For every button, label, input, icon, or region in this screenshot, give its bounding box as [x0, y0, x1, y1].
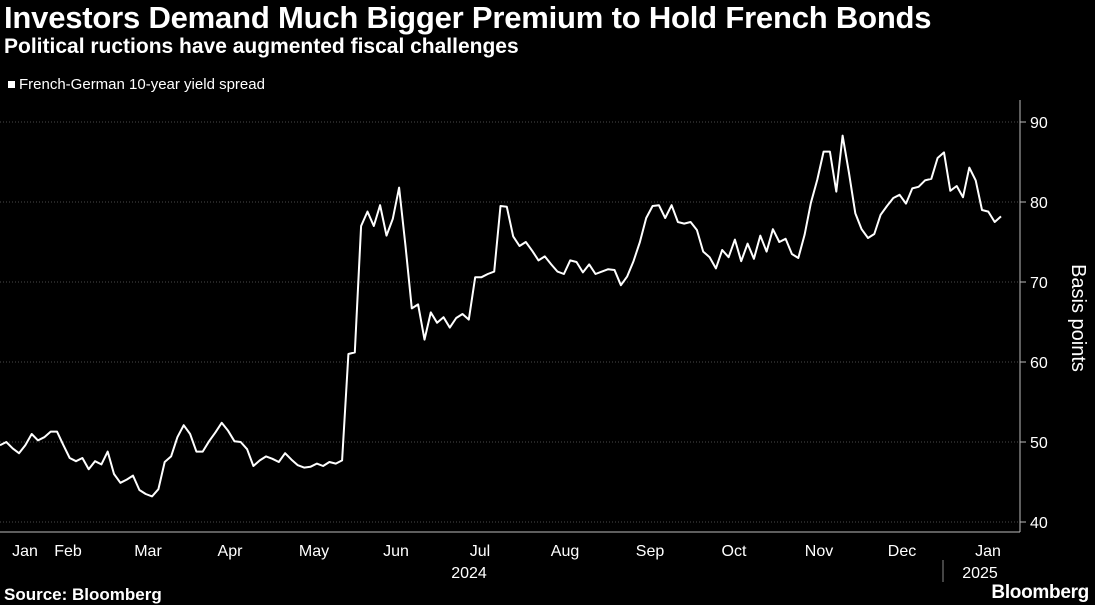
- y-tick-label-90: 90: [1030, 115, 1048, 132]
- x-tick-label-may-4: May: [299, 543, 329, 560]
- year-label-2024: 2024: [451, 565, 487, 582]
- x-tick-label-feb-1: Feb: [54, 543, 82, 560]
- y-tick-label-80: 80: [1030, 195, 1048, 212]
- year-label-2025: 2025: [962, 565, 998, 582]
- x-tick-label-jun-5: Jun: [383, 543, 409, 560]
- legend: French-German 10-year yield spread: [8, 76, 265, 93]
- y-tick-label-50: 50: [1030, 435, 1048, 452]
- x-tick-label-sep-8: Sep: [636, 543, 665, 560]
- x-tick-label-nov-10: Nov: [805, 543, 833, 560]
- y-axis: 40 50 60 70 80 90: [1019, 100, 1048, 532]
- gridlines: [0, 121, 1020, 523]
- x-tick-label-apr-3: Apr: [218, 543, 244, 560]
- chart-subtitle: Political ructions have augmented fiscal…: [4, 35, 519, 58]
- bloomberg-logo: Bloomberg: [991, 582, 1089, 603]
- x-tick-label-jul-6: Jul: [470, 543, 490, 560]
- legend-label: French-German 10-year yield spread: [19, 76, 265, 93]
- x-tick-label-jan-0: Jan: [12, 543, 38, 560]
- x-tick-label-jan-12: Jan: [975, 543, 1001, 560]
- x-tick-label-mar-2: Mar: [134, 543, 162, 560]
- x-tick-label-dec-11: Dec: [888, 543, 916, 560]
- x-tick-label-aug-7: Aug: [551, 543, 579, 560]
- source-note: Source: Bloomberg: [4, 585, 162, 604]
- y-tick-label-40: 40: [1030, 515, 1048, 532]
- x-tick-label-oct-9: Oct: [722, 543, 747, 560]
- y-axis-title: Basis points: [1067, 264, 1089, 372]
- spread-series-line: [0, 134, 1002, 498]
- x-axis: Jan Feb Mar Apr May Jun Jul Aug Sep Oct Nov Dec Jan 2…: [0, 531, 1020, 582]
- y-tick-label-70: 70: [1030, 275, 1048, 292]
- chart-title: Investors Demand Much Bigger Premium to …: [4, 0, 932, 35]
- legend-swatch: [8, 81, 15, 88]
- y-tick-label-60: 60: [1030, 355, 1048, 372]
